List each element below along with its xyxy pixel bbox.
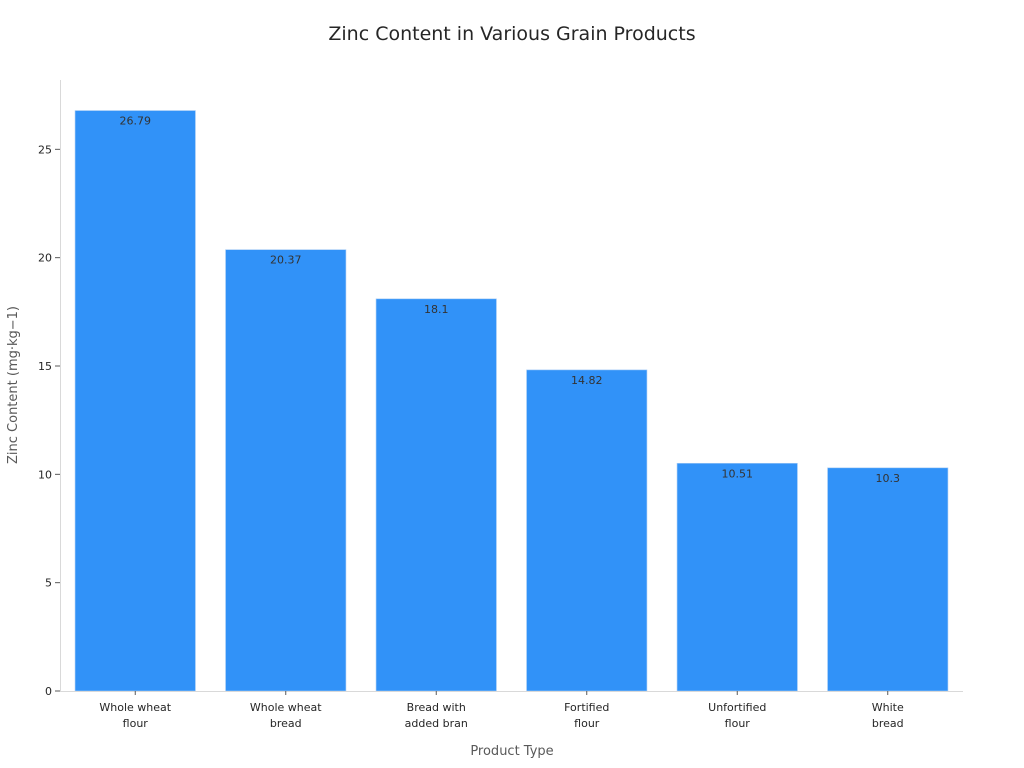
chart-title: Zinc Content in Various Grain Products (328, 23, 695, 45)
bar (526, 369, 648, 692)
y-ticks: 0 5 10 15 20 25 (38, 143, 60, 698)
data-label: 10.51 (722, 467, 754, 480)
y-tick-label: 5 (45, 577, 52, 590)
x-tick-label: Unfortified flour (708, 701, 766, 730)
x-axis-label: Product Type (470, 744, 553, 759)
data-label: 14.82 (571, 374, 603, 387)
data-label: 20.37 (270, 254, 302, 267)
bar (74, 110, 196, 692)
x-tick-label-line: bread (270, 717, 302, 730)
x-tick-label-line: flour (725, 717, 751, 730)
x-tick-label-line: Whole wheat (99, 701, 171, 714)
x-tick-label: Bread with added bran (405, 701, 468, 730)
bar (676, 462, 798, 692)
y-tick-label: 15 (38, 360, 52, 373)
y-tick-label: 0 (45, 685, 52, 698)
bar (225, 249, 347, 692)
x-ticks: Whole wheat flour Whole wheat bread Bread wi… (99, 691, 904, 730)
x-tick-label-line: Unfortified (708, 701, 766, 714)
x-tick-label: Whole wheat flour (99, 701, 171, 730)
y-tick-label: 20 (38, 252, 52, 265)
x-tick-label-line: Fortified (564, 701, 609, 714)
y-tick-label: 25 (38, 143, 52, 156)
x-tick-label: Whole wheat bread (250, 701, 322, 730)
data-label: 18.1 (424, 303, 449, 316)
x-tick-label: Fortified flour (564, 701, 609, 730)
bar (375, 298, 497, 692)
x-tick-label-line: flour (123, 717, 149, 730)
x-tick-label-line: White (872, 701, 904, 714)
x-tick-label: White bread (872, 701, 904, 730)
data-label: 26.79 (120, 115, 152, 128)
y-axis-label: Zinc Content (mg·kg−1) (6, 306, 21, 464)
x-tick-label-line: Bread with (407, 701, 466, 714)
x-tick-label-line: flour (574, 717, 600, 730)
data-label: 10.3 (876, 472, 901, 485)
x-tick-label-line: bread (872, 717, 904, 730)
x-tick-label-line: Whole wheat (250, 701, 322, 714)
y-tick-label: 10 (38, 468, 52, 481)
bar (827, 467, 949, 692)
x-tick-label-line: added bran (405, 717, 468, 730)
bars: 26.79 20.37 18.1 14.82 10.51 10.3 (74, 110, 949, 692)
